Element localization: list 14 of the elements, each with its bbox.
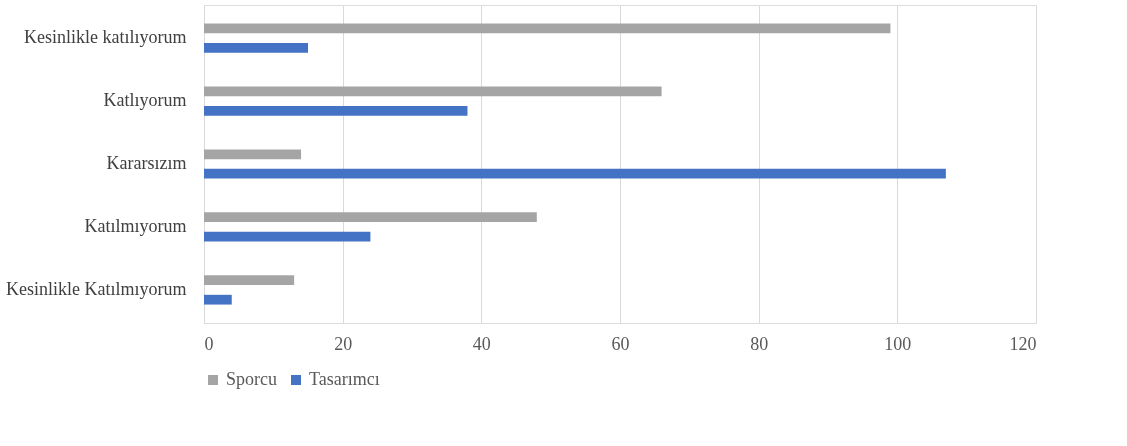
- legend-label: Sporcu: [226, 369, 277, 389]
- x-tick-label: 20: [334, 333, 353, 354]
- y-tick-label: Kararsızım: [106, 153, 187, 173]
- x-tick-label: 0: [204, 333, 214, 354]
- y-tick-label: Katılmıyorum: [84, 215, 187, 236]
- x-tick-label: 60: [611, 333, 630, 354]
- y-tick-label: Katlıyorum: [103, 90, 187, 111]
- legend-label: Tasarımcı: [309, 369, 380, 389]
- x-tick-label: 80: [750, 333, 769, 354]
- x-tick-label: 100: [884, 333, 912, 354]
- x-tick-label: 120: [1009, 333, 1037, 354]
- y-tick-label: Kesinlikle katılıyorum: [24, 27, 187, 48]
- x-tick-label: 40: [472, 333, 491, 354]
- y-tick-label: Kesinlikle Katılmıyorum: [6, 278, 187, 299]
